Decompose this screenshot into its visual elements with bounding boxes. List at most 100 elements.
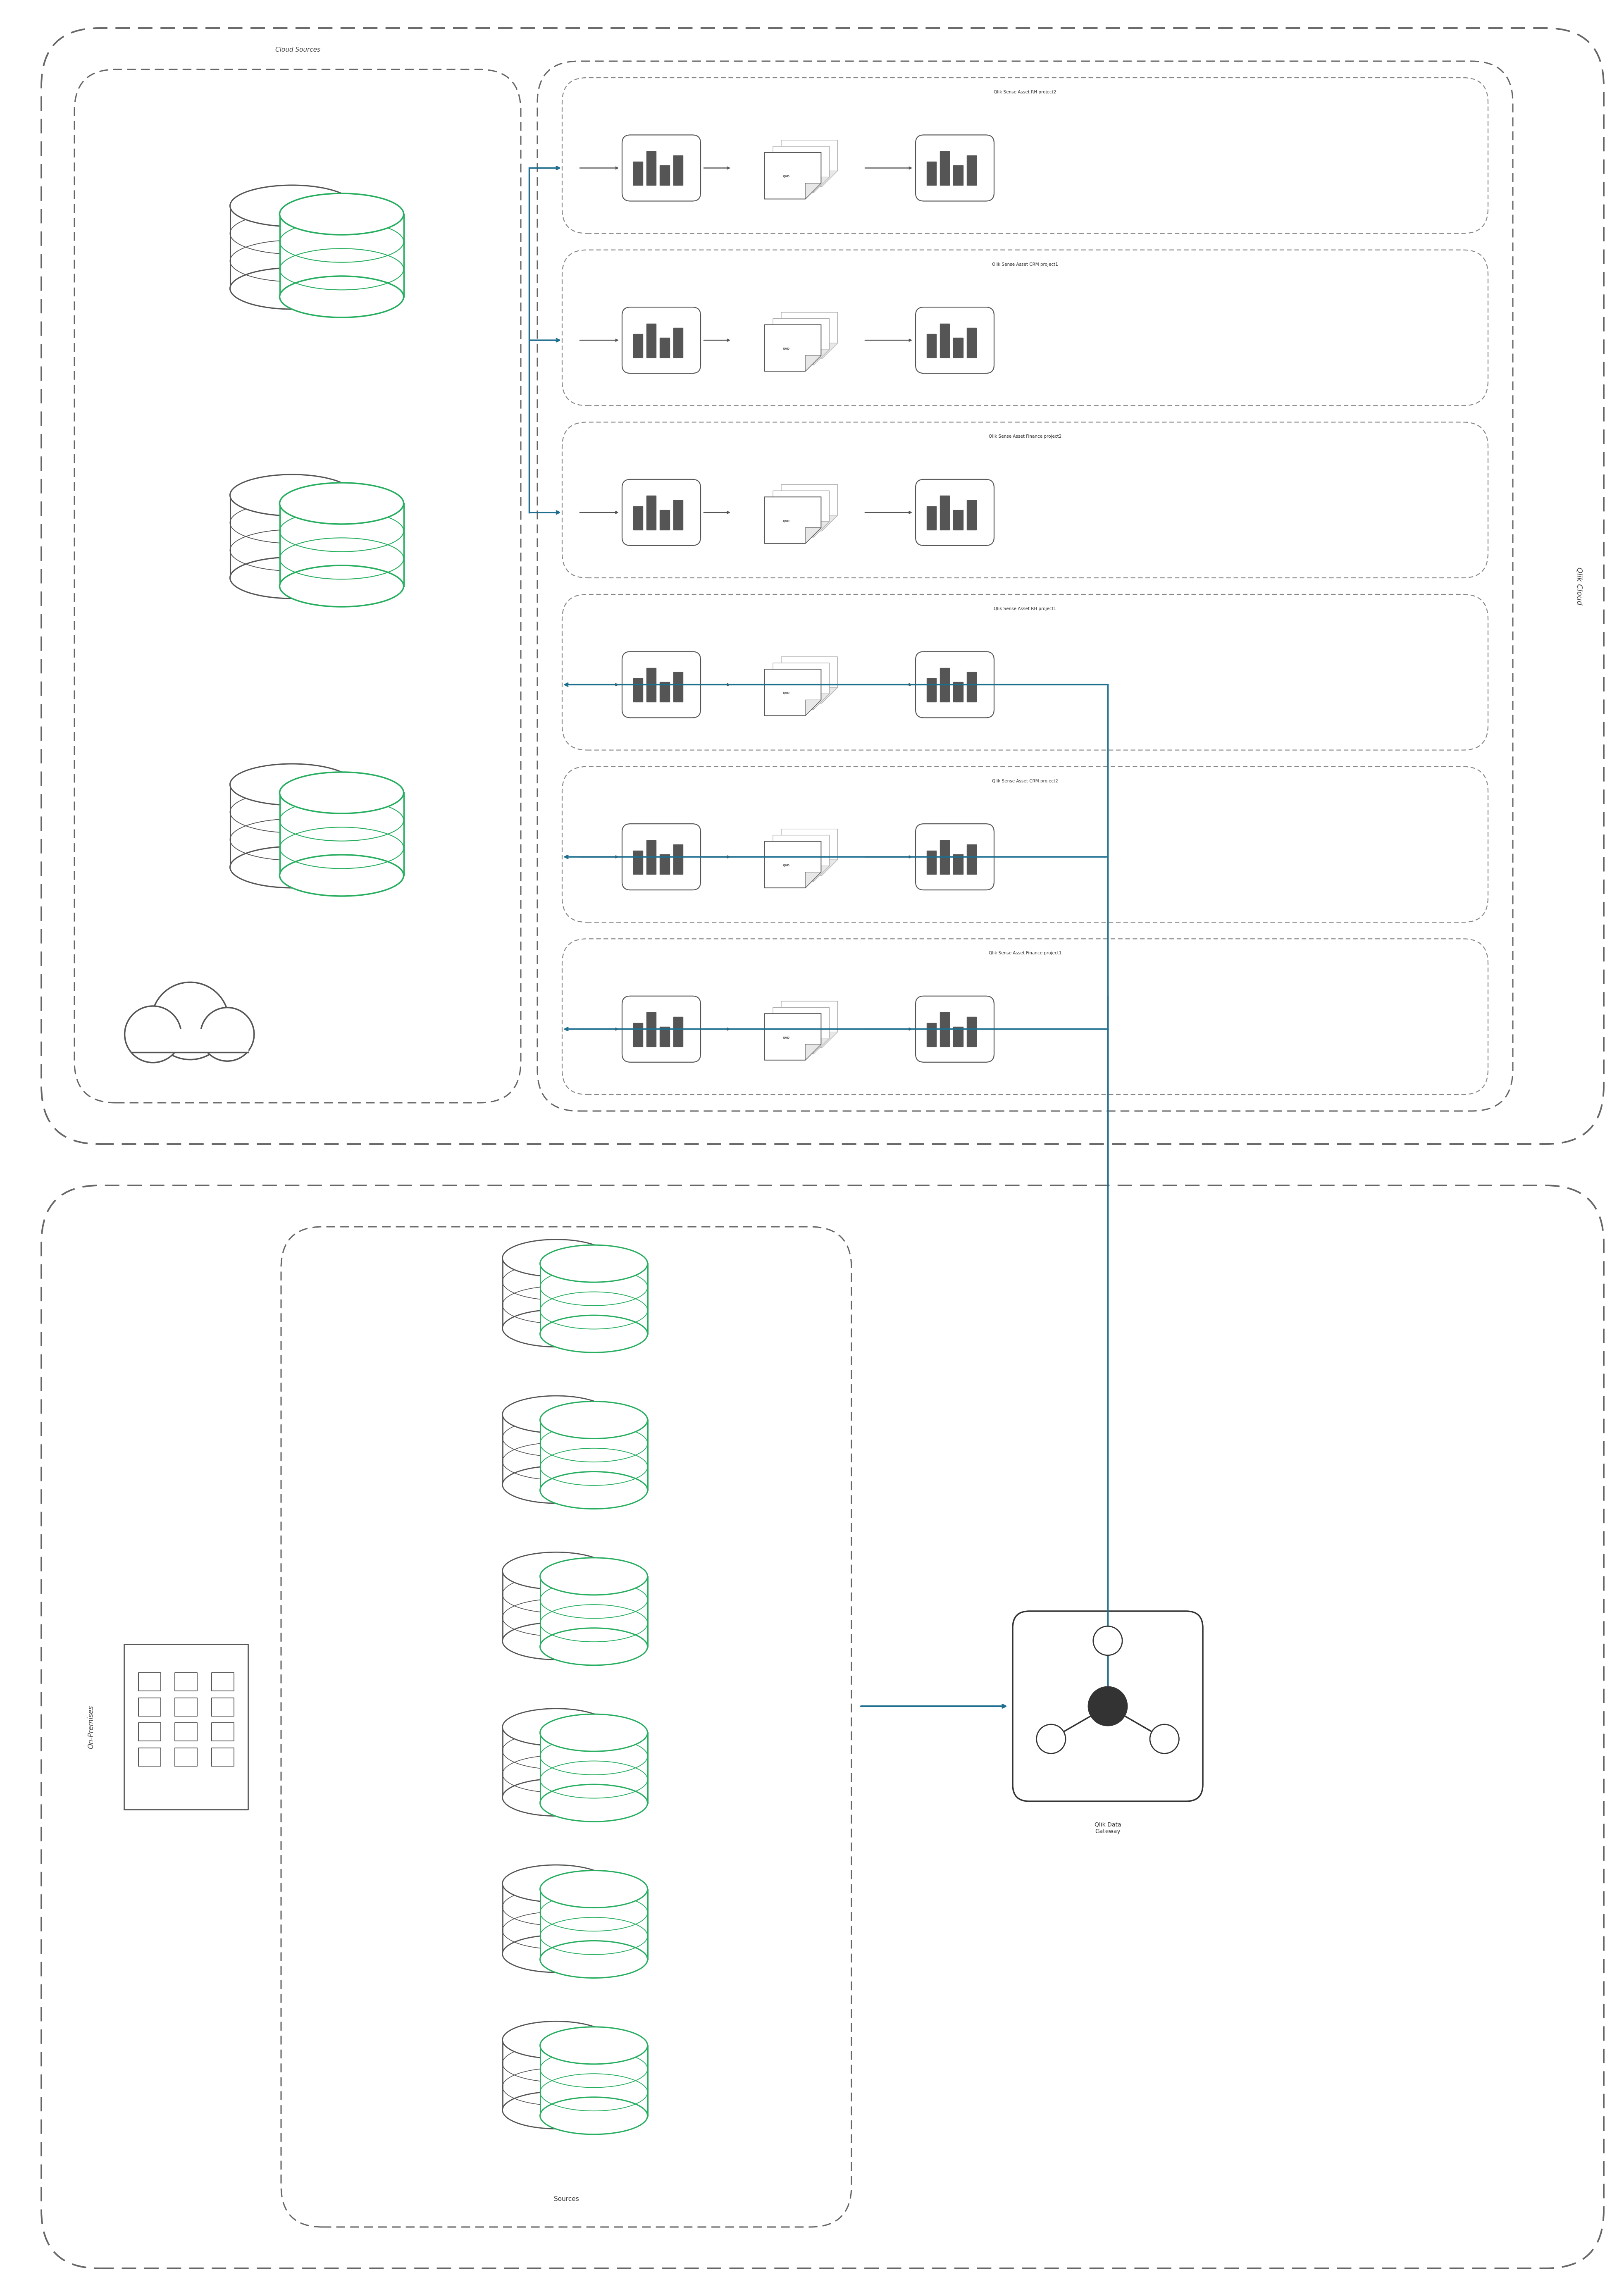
Polygon shape <box>633 506 643 529</box>
Polygon shape <box>672 1016 682 1046</box>
Polygon shape <box>781 1000 838 1048</box>
Polygon shape <box>940 1012 950 1046</box>
Polygon shape <box>659 339 669 357</box>
Ellipse shape <box>231 765 354 806</box>
Polygon shape <box>806 872 820 888</box>
Ellipse shape <box>279 195 403 236</box>
Circle shape <box>1093 1625 1122 1655</box>
Text: Cloud Sources: Cloud Sources <box>274 46 320 53</box>
Polygon shape <box>765 842 820 888</box>
Polygon shape <box>966 327 976 357</box>
Polygon shape <box>633 852 643 874</box>
Polygon shape <box>940 668 950 703</box>
Ellipse shape <box>539 2097 648 2133</box>
Polygon shape <box>646 840 656 874</box>
Text: Qlik Cloud: Qlik Cloud <box>1575 568 1582 604</box>
Polygon shape <box>953 682 963 703</box>
Text: QVD: QVD <box>783 520 789 522</box>
Text: On-Premises: On-Premises <box>88 1705 94 1749</box>
Polygon shape <box>806 700 820 716</box>
Ellipse shape <box>539 1472 648 1508</box>
Ellipse shape <box>231 556 354 597</box>
Polygon shape <box>773 146 830 192</box>
Ellipse shape <box>279 277 403 318</box>
Polygon shape <box>806 183 820 199</box>
Polygon shape <box>966 845 976 874</box>
Polygon shape <box>926 506 935 529</box>
Polygon shape <box>659 510 669 529</box>
Polygon shape <box>659 165 669 185</box>
Ellipse shape <box>539 1559 648 1595</box>
FancyBboxPatch shape <box>916 824 994 890</box>
Polygon shape <box>822 687 838 703</box>
Polygon shape <box>765 668 820 716</box>
Polygon shape <box>633 1023 643 1046</box>
Polygon shape <box>926 334 935 357</box>
Polygon shape <box>765 1014 820 1060</box>
Polygon shape <box>926 163 935 185</box>
Ellipse shape <box>502 1934 609 1973</box>
Text: Qlik Sense Asset CRM project1: Qlik Sense Asset CRM project1 <box>992 263 1057 266</box>
Ellipse shape <box>502 1552 609 1589</box>
FancyBboxPatch shape <box>916 996 994 1062</box>
Text: Qlik Sense Asset Finance project1: Qlik Sense Asset Finance project1 <box>989 952 1060 955</box>
Polygon shape <box>672 673 682 703</box>
Polygon shape <box>132 1030 248 1053</box>
Polygon shape <box>806 355 820 371</box>
Ellipse shape <box>502 1866 609 1902</box>
Ellipse shape <box>502 1465 609 1504</box>
Ellipse shape <box>539 1941 648 1978</box>
Ellipse shape <box>539 1316 648 1353</box>
Polygon shape <box>672 845 682 874</box>
Ellipse shape <box>231 185 354 227</box>
Text: Qlik Sense Asset Finance project2: Qlik Sense Asset Finance project2 <box>989 435 1060 439</box>
Circle shape <box>1088 1687 1127 1726</box>
Polygon shape <box>781 311 838 359</box>
FancyBboxPatch shape <box>622 135 700 201</box>
Polygon shape <box>953 1028 963 1046</box>
Ellipse shape <box>539 1627 648 1664</box>
Polygon shape <box>773 835 830 881</box>
Polygon shape <box>814 522 830 538</box>
FancyBboxPatch shape <box>916 478 994 545</box>
Polygon shape <box>814 176 830 192</box>
Polygon shape <box>633 163 643 185</box>
Text: Qlik Sense Asset CRM project2: Qlik Sense Asset CRM project2 <box>992 778 1057 783</box>
Circle shape <box>125 1007 182 1062</box>
Text: QVD: QVD <box>783 176 789 179</box>
Polygon shape <box>646 497 656 529</box>
Polygon shape <box>672 499 682 529</box>
Polygon shape <box>659 854 669 874</box>
Polygon shape <box>822 343 838 359</box>
Polygon shape <box>926 1023 935 1046</box>
Text: Sources: Sources <box>554 2195 578 2202</box>
Text: Qlik Sense Asset RH project1: Qlik Sense Asset RH project1 <box>994 607 1056 611</box>
Polygon shape <box>773 1007 830 1053</box>
Polygon shape <box>822 861 838 874</box>
Polygon shape <box>806 529 820 542</box>
Polygon shape <box>765 325 820 371</box>
Text: Qlik Data
Gateway: Qlik Data Gateway <box>1095 1822 1121 1833</box>
Ellipse shape <box>539 1870 648 1907</box>
Polygon shape <box>646 323 656 357</box>
Polygon shape <box>672 327 682 357</box>
Ellipse shape <box>279 565 403 607</box>
FancyBboxPatch shape <box>1012 1611 1202 1801</box>
Ellipse shape <box>539 1785 648 1822</box>
Ellipse shape <box>502 1623 609 1660</box>
Polygon shape <box>672 156 682 185</box>
Polygon shape <box>781 485 838 531</box>
Polygon shape <box>773 664 830 710</box>
Polygon shape <box>966 156 976 185</box>
Ellipse shape <box>279 854 403 895</box>
Text: QVD: QVD <box>783 865 789 868</box>
Text: QVD: QVD <box>783 1037 789 1039</box>
Polygon shape <box>646 668 656 703</box>
Ellipse shape <box>502 1779 609 1815</box>
Polygon shape <box>940 323 950 357</box>
Polygon shape <box>814 350 830 364</box>
Polygon shape <box>966 673 976 703</box>
FancyBboxPatch shape <box>622 478 700 545</box>
Polygon shape <box>773 490 830 538</box>
Ellipse shape <box>279 771 403 813</box>
